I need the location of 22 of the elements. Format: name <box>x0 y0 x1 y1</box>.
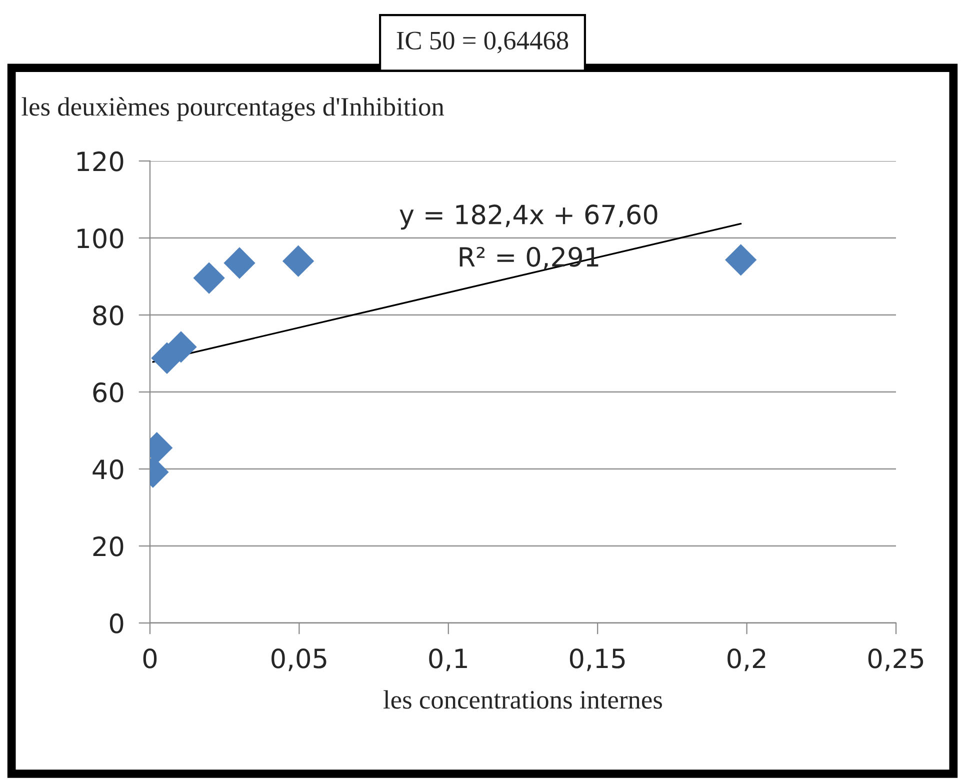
annotation: R² = 0,291 <box>460 246 598 270</box>
point <box>193 262 225 294</box>
x-axis-title: les concentrations internes <box>384 690 662 709</box>
x-tick-label: 0 <box>143 648 157 668</box>
x-tick-label: 0,2 <box>728 648 766 672</box>
y-tick-label: 0 <box>110 613 124 634</box>
point <box>724 244 757 276</box>
point <box>282 245 314 277</box>
annotation: y = 182,4x + 67,60 <box>400 204 658 230</box>
y-tick-label: 40 <box>92 459 124 480</box>
y-tick-label: 60 <box>93 382 124 402</box>
y-axis-title: les deuxièmes pourcentages d'Inhibition <box>22 97 444 122</box>
x-tick-label: 0,15 <box>570 648 625 672</box>
x-tick-label: 0,1 <box>429 648 467 672</box>
y-tick-label: 20 <box>93 536 124 556</box>
text: IC 50 = 0,64468 <box>396 32 568 54</box>
x-tick-label: 0,25 <box>868 648 924 672</box>
point <box>224 247 256 279</box>
x-tick-label: 0,05 <box>272 648 326 672</box>
y-tick-label: 80 <box>93 305 124 326</box>
y-tick-label: 100 <box>77 228 124 248</box>
y-tick-label: 120 <box>77 151 124 172</box>
